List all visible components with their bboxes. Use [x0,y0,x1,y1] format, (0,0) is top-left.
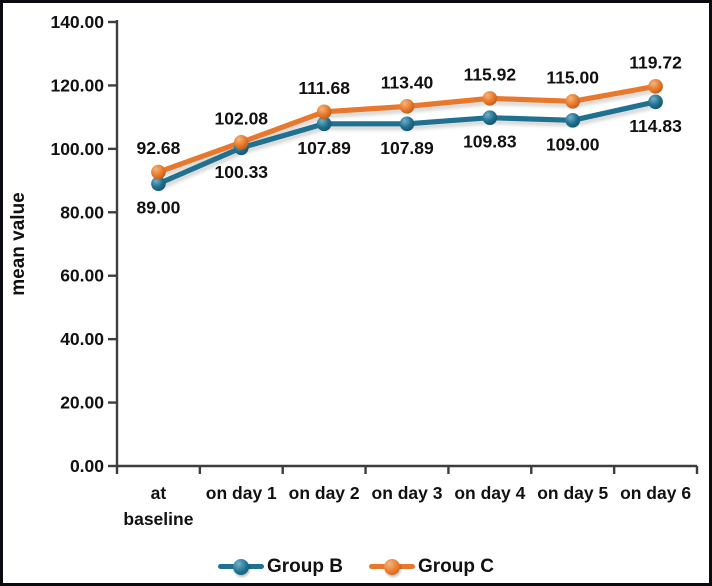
data-point-marker-group-c [399,99,415,114]
data-point-marker-group-b [316,116,332,132]
data-point-label-group-b: 109.83 [463,132,517,152]
y-axis-title: mean value [8,192,29,296]
legend-label: Group B [267,556,343,577]
x-category-label: at baseline [123,483,193,529]
data-point-label-group-c: 102.08 [215,108,269,128]
data-point-marker-group-c [233,134,249,150]
y-tick-label: 60.00 [60,266,104,286]
data-point-label-group-c: 115.92 [464,64,517,84]
y-tick-label: 80.00 [60,202,104,222]
data-point-label-group-b: 89.00 [137,198,181,218]
data-point-label-group-c: 113.40 [381,72,434,92]
data-point-label-group-b: 107.89 [297,138,351,158]
data-point-label-group-c: 111.68 [298,78,350,98]
data-point-label-group-b: 109.00 [546,134,600,154]
legend-item-group-b: Group B [218,557,343,576]
x-category-label: on day 1 [206,483,277,503]
y-tick-label: 0.00 [70,456,104,476]
data-point-label-group-c: 115.00 [546,67,599,87]
y-tick-label: 120.00 [50,75,104,95]
data-point-label-group-b: 114.83 [629,116,682,136]
data-point-label-group-b: 100.33 [215,162,269,182]
y-tick-label: 40.00 [60,329,104,349]
y-tick-label: 20.00 [60,393,104,413]
x-category-label: on day 6 [620,483,691,503]
data-point-marker-group-b [151,176,166,192]
data-point-marker-group-c [482,91,498,106]
data-point-label-group-c: 92.68 [137,138,181,158]
x-category-label: on day 4 [454,483,525,503]
data-point-label-group-c: 119.72 [629,52,682,72]
legend-marker-icon [369,558,415,575]
x-category-label: on day 2 [289,483,360,503]
data-point-marker-group-c [648,79,663,94]
legend-marker-icon [218,558,264,575]
x-category-label: on day 3 [372,483,443,503]
data-point-label-group-b: 107.89 [380,138,434,158]
legend-item-group-c: Group C [369,557,494,576]
data-point-marker-group-b [648,94,663,110]
chart-legend: Group B Group C [218,557,494,576]
x-category-label: on day 5 [537,483,608,503]
data-point-marker-group-c [565,93,581,109]
data-point-marker-group-b [565,113,581,128]
legend-label: Group C [418,556,494,577]
y-tick-label: 140.00 [50,12,104,32]
y-tick-label: 100.00 [50,139,104,159]
data-point-marker-group-c [316,104,332,120]
data-point-marker-group-c [151,164,166,180]
data-point-marker-group-b [399,116,415,132]
line-chart: 0.00 20.00 40.00 60.00 80.00 100.00 120.00 140.… [8,12,699,529]
data-point-marker-group-b [482,110,498,125]
